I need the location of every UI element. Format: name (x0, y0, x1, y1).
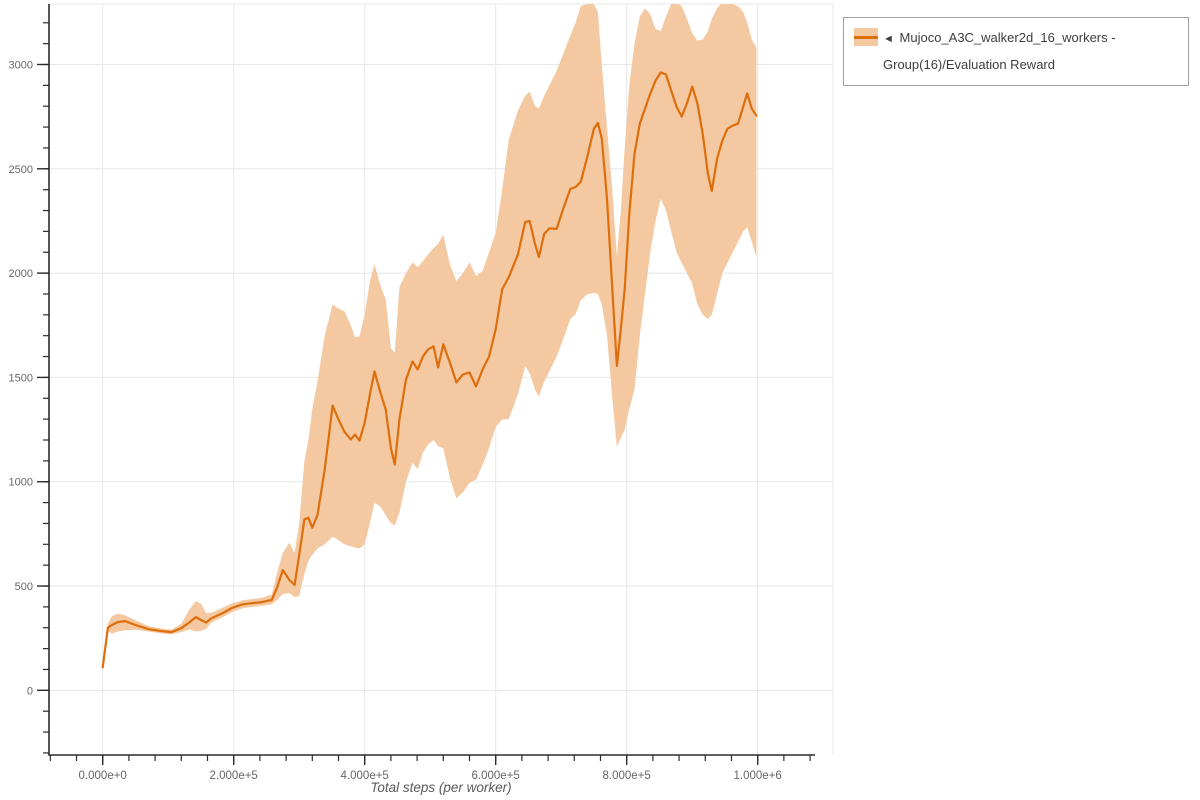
svg-text:0.000e+0: 0.000e+0 (79, 770, 127, 782)
x-axis-title: Total steps (per worker) (370, 780, 512, 795)
svg-text:4.000e+5: 4.000e+5 (341, 770, 389, 782)
legend-collapse-icon[interactable]: ◄ (883, 33, 894, 45)
svg-text:2500: 2500 (9, 164, 33, 176)
reward-line-chart: 0 500 1000 1500 2000 2500 3000 0.000e+0 2.000e+5… (9, 3, 834, 782)
svg-text:0: 0 (27, 685, 33, 697)
legend-label: ◄ Mujoco_A3C_walker2d_16_workers - Group… (883, 25, 1178, 77)
svg-text:8.000e+5: 8.000e+5 (603, 770, 651, 782)
svg-text:2000: 2000 (9, 268, 33, 280)
legend-series-swatch-icon (854, 28, 878, 46)
svg-text:1000: 1000 (9, 477, 33, 489)
confidence-band (102, 4, 757, 668)
legend[interactable]: ◄ Mujoco_A3C_walker2d_16_workers - Group… (843, 17, 1189, 86)
svg-text:500: 500 (15, 581, 33, 593)
mean-line (101, 71, 758, 669)
svg-text:2.000e+5: 2.000e+5 (210, 770, 258, 782)
legend-series-name: Mujoco_A3C_walker2d_16_workers - Group(1… (883, 30, 1116, 72)
svg-text:1500: 1500 (9, 372, 33, 384)
svg-text:6.000e+5: 6.000e+5 (472, 770, 520, 782)
svg-text:3000: 3000 (9, 59, 33, 71)
legend-line-icon (854, 36, 878, 39)
svg-text:1.000e+6: 1.000e+6 (734, 770, 782, 782)
